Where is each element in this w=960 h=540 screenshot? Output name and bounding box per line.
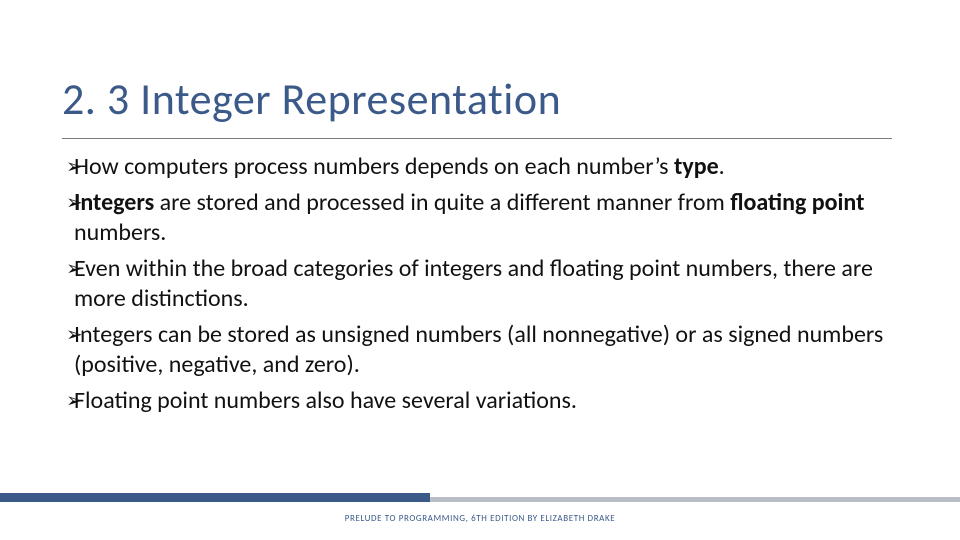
bullet-item: ➢ Integers can be stored as unsigned num… xyxy=(66,320,896,380)
slide-title: 2. 3 Integer Representation xyxy=(62,72,561,126)
slide-body: ➢ How computers process numbers depends … xyxy=(66,152,896,422)
text-bold: type xyxy=(674,152,719,181)
bullet-text: How computers process numbers depends on… xyxy=(74,152,896,182)
bullet-item: ➢ Even within the broad categories of in… xyxy=(66,254,896,314)
bullet-text: Floating point numbers also have several… xyxy=(74,386,896,416)
footer-accent-bar xyxy=(0,490,960,502)
text-run: How computers process numbers depends on… xyxy=(74,152,674,181)
bullet-item: ➢ How computers process numbers depends … xyxy=(66,152,896,182)
footer-text: PRELUDE TO PROGRAMMING, 6TH EDITION BY E… xyxy=(0,513,960,524)
text-bold: floating point xyxy=(730,188,864,217)
text-run: numbers. xyxy=(74,218,166,247)
footer-bar-blue xyxy=(0,493,430,502)
bullet-text: Integers are stored and processed in qui… xyxy=(74,188,896,248)
slide: 2. 3 Integer Representation ➢ How comput… xyxy=(0,0,960,540)
text-run: . xyxy=(719,152,725,181)
bullet-item: ➢ Integers are stored and processed in q… xyxy=(66,188,896,248)
text-run: are stored and processed in quite a diff… xyxy=(154,188,730,217)
text-bold: Integers xyxy=(74,188,154,217)
title-underline xyxy=(62,138,892,139)
bullet-text: Even within the broad categories of inte… xyxy=(74,254,896,314)
bullet-text: Integers can be stored as unsigned numbe… xyxy=(74,320,896,380)
bullet-item: ➢ Floating point numbers also have sever… xyxy=(66,386,896,416)
